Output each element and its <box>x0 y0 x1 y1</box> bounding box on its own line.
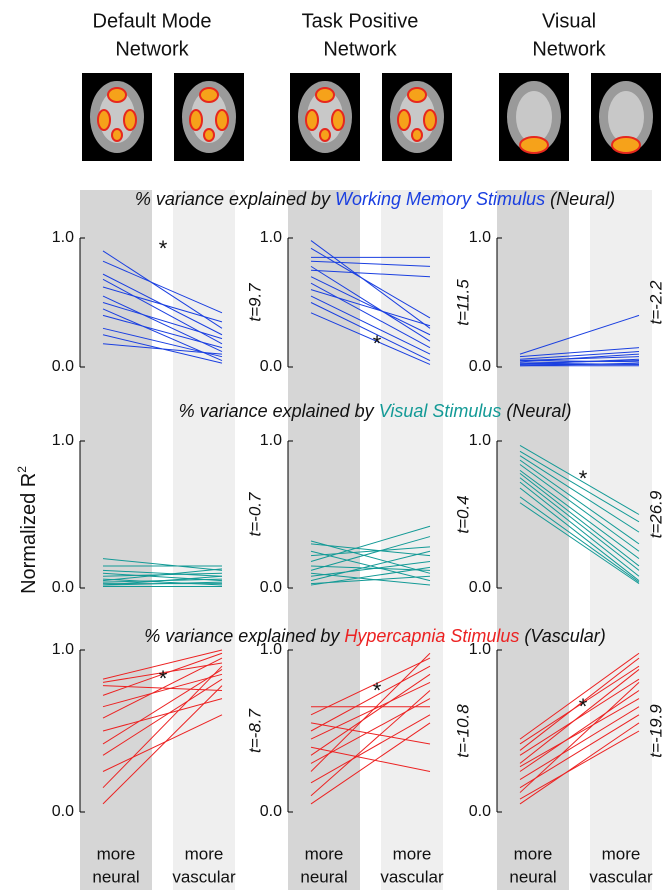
x-category-label: more <box>97 844 136 863</box>
y-tick-label: 1.0 <box>260 229 282 246</box>
activation-blob <box>306 110 318 130</box>
activation-blob <box>98 110 110 130</box>
t-statistic: t=11.5 <box>453 279 472 326</box>
t-statistic: t=-2.2 <box>646 280 665 324</box>
row-title-stimulus: Visual Stimulus <box>379 401 502 421</box>
x-category-label: vascular <box>172 867 236 886</box>
activation-blob <box>520 137 548 153</box>
y-tick-label: 0.0 <box>52 579 74 596</box>
y-tick-label: 0.0 <box>260 803 282 820</box>
y-tick-label: 0.0 <box>52 358 74 375</box>
activation-blob <box>332 110 344 130</box>
x-category-label: vascular <box>380 867 444 886</box>
x-category-label: neural <box>92 867 139 886</box>
y-tick-label: 1.0 <box>469 229 491 246</box>
row-title-suffix: (Neural) <box>545 189 615 209</box>
significance-marker: * <box>373 331 382 356</box>
t-statistic: t=-0.7 <box>245 492 264 536</box>
column-title: Network <box>115 38 189 60</box>
x-category-label: more <box>514 844 553 863</box>
activation-blob <box>612 137 640 153</box>
activation-blob <box>112 129 122 141</box>
activation-blob <box>424 110 436 130</box>
y-tick-label: 1.0 <box>260 432 282 449</box>
row-title-stimulus: Hypercapnia Stimulus <box>344 626 519 646</box>
activation-blob <box>412 129 422 141</box>
y-tick-label: 0.0 <box>469 358 491 375</box>
activation-blob <box>398 110 410 130</box>
y-axis-label-text: Normalized R <box>18 473 40 594</box>
x-category-label: neural <box>300 867 347 886</box>
activation-blob <box>190 110 202 130</box>
activation-blob <box>408 88 426 102</box>
significance-marker: * <box>159 666 168 691</box>
column-title: Network <box>323 38 397 60</box>
neural-band <box>497 190 569 890</box>
t-statistic: t=-8.7 <box>245 708 264 752</box>
activation-blob <box>316 88 334 102</box>
t-statistic: t=-19.9 <box>646 704 665 758</box>
t-statistic: t=0.4 <box>453 495 472 533</box>
column-title: Default Mode <box>93 10 212 32</box>
activation-blob <box>200 88 218 102</box>
row-title: % variance explained by Hypercapnia Stim… <box>144 626 606 646</box>
row-title: % variance explained by Visual Stimulus … <box>179 401 572 421</box>
row-title-stimulus: Working Memory Stimulus <box>335 189 545 209</box>
activation-blob <box>204 129 214 141</box>
y-tick-label: 1.0 <box>52 641 74 658</box>
neural-band <box>80 190 152 890</box>
significance-marker: * <box>159 236 168 261</box>
y-tick-label: 0.0 <box>469 803 491 820</box>
column-title: Task Positive <box>302 10 419 32</box>
row-title-suffix: (Vascular) <box>519 626 605 646</box>
y-tick-label: 0.0 <box>260 358 282 375</box>
x-category-label: more <box>393 844 432 863</box>
significance-marker: * <box>579 466 588 491</box>
x-category-label: more <box>185 844 224 863</box>
y-tick-label: 1.0 <box>52 229 74 246</box>
activation-blob <box>108 88 126 102</box>
y-tick-label: 1.0 <box>469 432 491 449</box>
y-tick-label: 0.0 <box>260 579 282 596</box>
y-tick-label: 0.0 <box>469 579 491 596</box>
y-axis-label: Normalized R2 <box>15 466 40 594</box>
figure: Default Mode Network Task Positive Network V… <box>0 0 667 890</box>
x-category-label: more <box>305 844 344 863</box>
vascular-band <box>173 190 235 890</box>
activation-blob <box>320 129 330 141</box>
row-title-suffix: (Neural) <box>501 401 571 421</box>
row-title-prefix: % variance explained by <box>135 189 335 209</box>
column-title: Network <box>532 38 606 60</box>
column-title: Visual <box>542 10 596 32</box>
x-category-label: neural <box>509 867 556 886</box>
row-title-prefix: % variance explained by <box>144 626 344 646</box>
significance-marker: * <box>373 678 382 703</box>
significance-marker: * <box>579 694 588 719</box>
x-category-label: more <box>602 844 641 863</box>
row-title: % variance explained by Working Memory S… <box>135 189 615 209</box>
row-title-prefix: % variance explained by <box>179 401 379 421</box>
activation-blob <box>216 110 228 130</box>
t-statistic: t=9.7 <box>245 283 264 322</box>
brain-core <box>608 91 644 143</box>
brain-core <box>516 91 552 143</box>
x-category-label: vascular <box>589 867 653 886</box>
t-statistic: t=26.9 <box>646 490 665 538</box>
y-axis-label-sup: 2 <box>15 466 29 473</box>
y-tick-label: 0.0 <box>52 803 74 820</box>
y-tick-label: 1.0 <box>469 641 491 658</box>
y-tick-label: 1.0 <box>260 641 282 658</box>
activation-blob <box>124 110 136 130</box>
t-statistic: t=-10.8 <box>453 704 472 758</box>
y-tick-label: 1.0 <box>52 432 74 449</box>
